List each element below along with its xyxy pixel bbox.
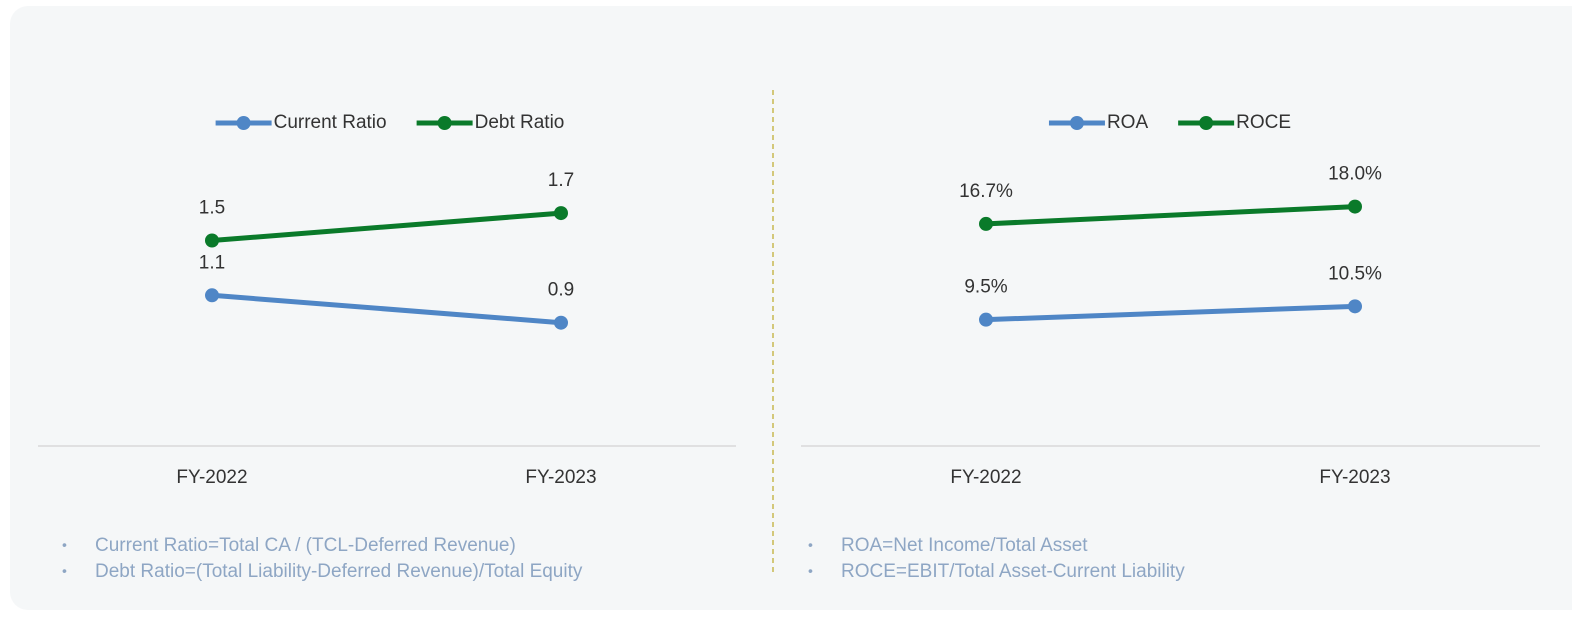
- data-point: [1348, 199, 1362, 214]
- note-bullet: •: [808, 537, 813, 553]
- data-label: 16.7%: [959, 181, 1013, 202]
- note: Debt Ratio=(Total Liability-Deferred Rev…: [95, 561, 583, 582]
- legend-swatch-dot: [236, 116, 251, 130]
- legend-item: ROCE: [1178, 112, 1291, 133]
- note-bullet: •: [808, 563, 813, 579]
- data-label: 10.5%: [1328, 263, 1382, 284]
- data-point: [554, 315, 568, 330]
- data-point: [979, 216, 993, 231]
- data-point: [205, 288, 219, 303]
- data-label: 1.7: [548, 170, 574, 191]
- data-point: [554, 206, 568, 221]
- legend-item: Debt Ratio: [416, 112, 565, 133]
- legend-item: ROA: [1048, 112, 1149, 133]
- card: [10, 6, 1572, 610]
- data-point: [1348, 299, 1362, 314]
- series-line: [211, 292, 562, 326]
- legend-item: Current Ratio: [215, 112, 387, 133]
- legend-label: Debt Ratio: [475, 112, 565, 133]
- data-label: 0.9: [548, 280, 574, 301]
- note: Current Ratio=Total CA / (TCL-Deferred R…: [95, 535, 516, 556]
- note: ROA=Net Income/Total Asset: [841, 535, 1088, 556]
- x-tick-label: FY-2022: [950, 467, 1021, 488]
- note-bullet: •: [62, 563, 67, 579]
- series-line: [985, 303, 1356, 323]
- data-point: [205, 233, 219, 248]
- legend-swatch-dot: [1199, 116, 1214, 130]
- data-label: 9.5%: [964, 277, 1007, 298]
- note-bullet: •: [62, 537, 67, 553]
- legend-label: ROCE: [1236, 112, 1291, 133]
- note: ROCE=EBIT/Total Asset-Current Liability: [841, 561, 1185, 582]
- data-label: 1.5: [199, 198, 225, 219]
- legend-swatch-dot: [1069, 116, 1084, 130]
- x-tick-label: FY-2022: [176, 467, 247, 488]
- data-label: 1.1: [199, 252, 225, 273]
- legend-label: Current Ratio: [274, 112, 387, 133]
- x-tick-label: FY-2023: [525, 467, 596, 488]
- legend-label: ROA: [1107, 112, 1149, 133]
- series-line: [985, 204, 1356, 227]
- x-tick-label: FY-2023: [1319, 467, 1390, 488]
- legend-swatch-dot: [437, 116, 452, 130]
- data-point: [979, 312, 993, 327]
- series-line: [211, 210, 562, 243]
- data-label: 18.0%: [1328, 164, 1382, 185]
